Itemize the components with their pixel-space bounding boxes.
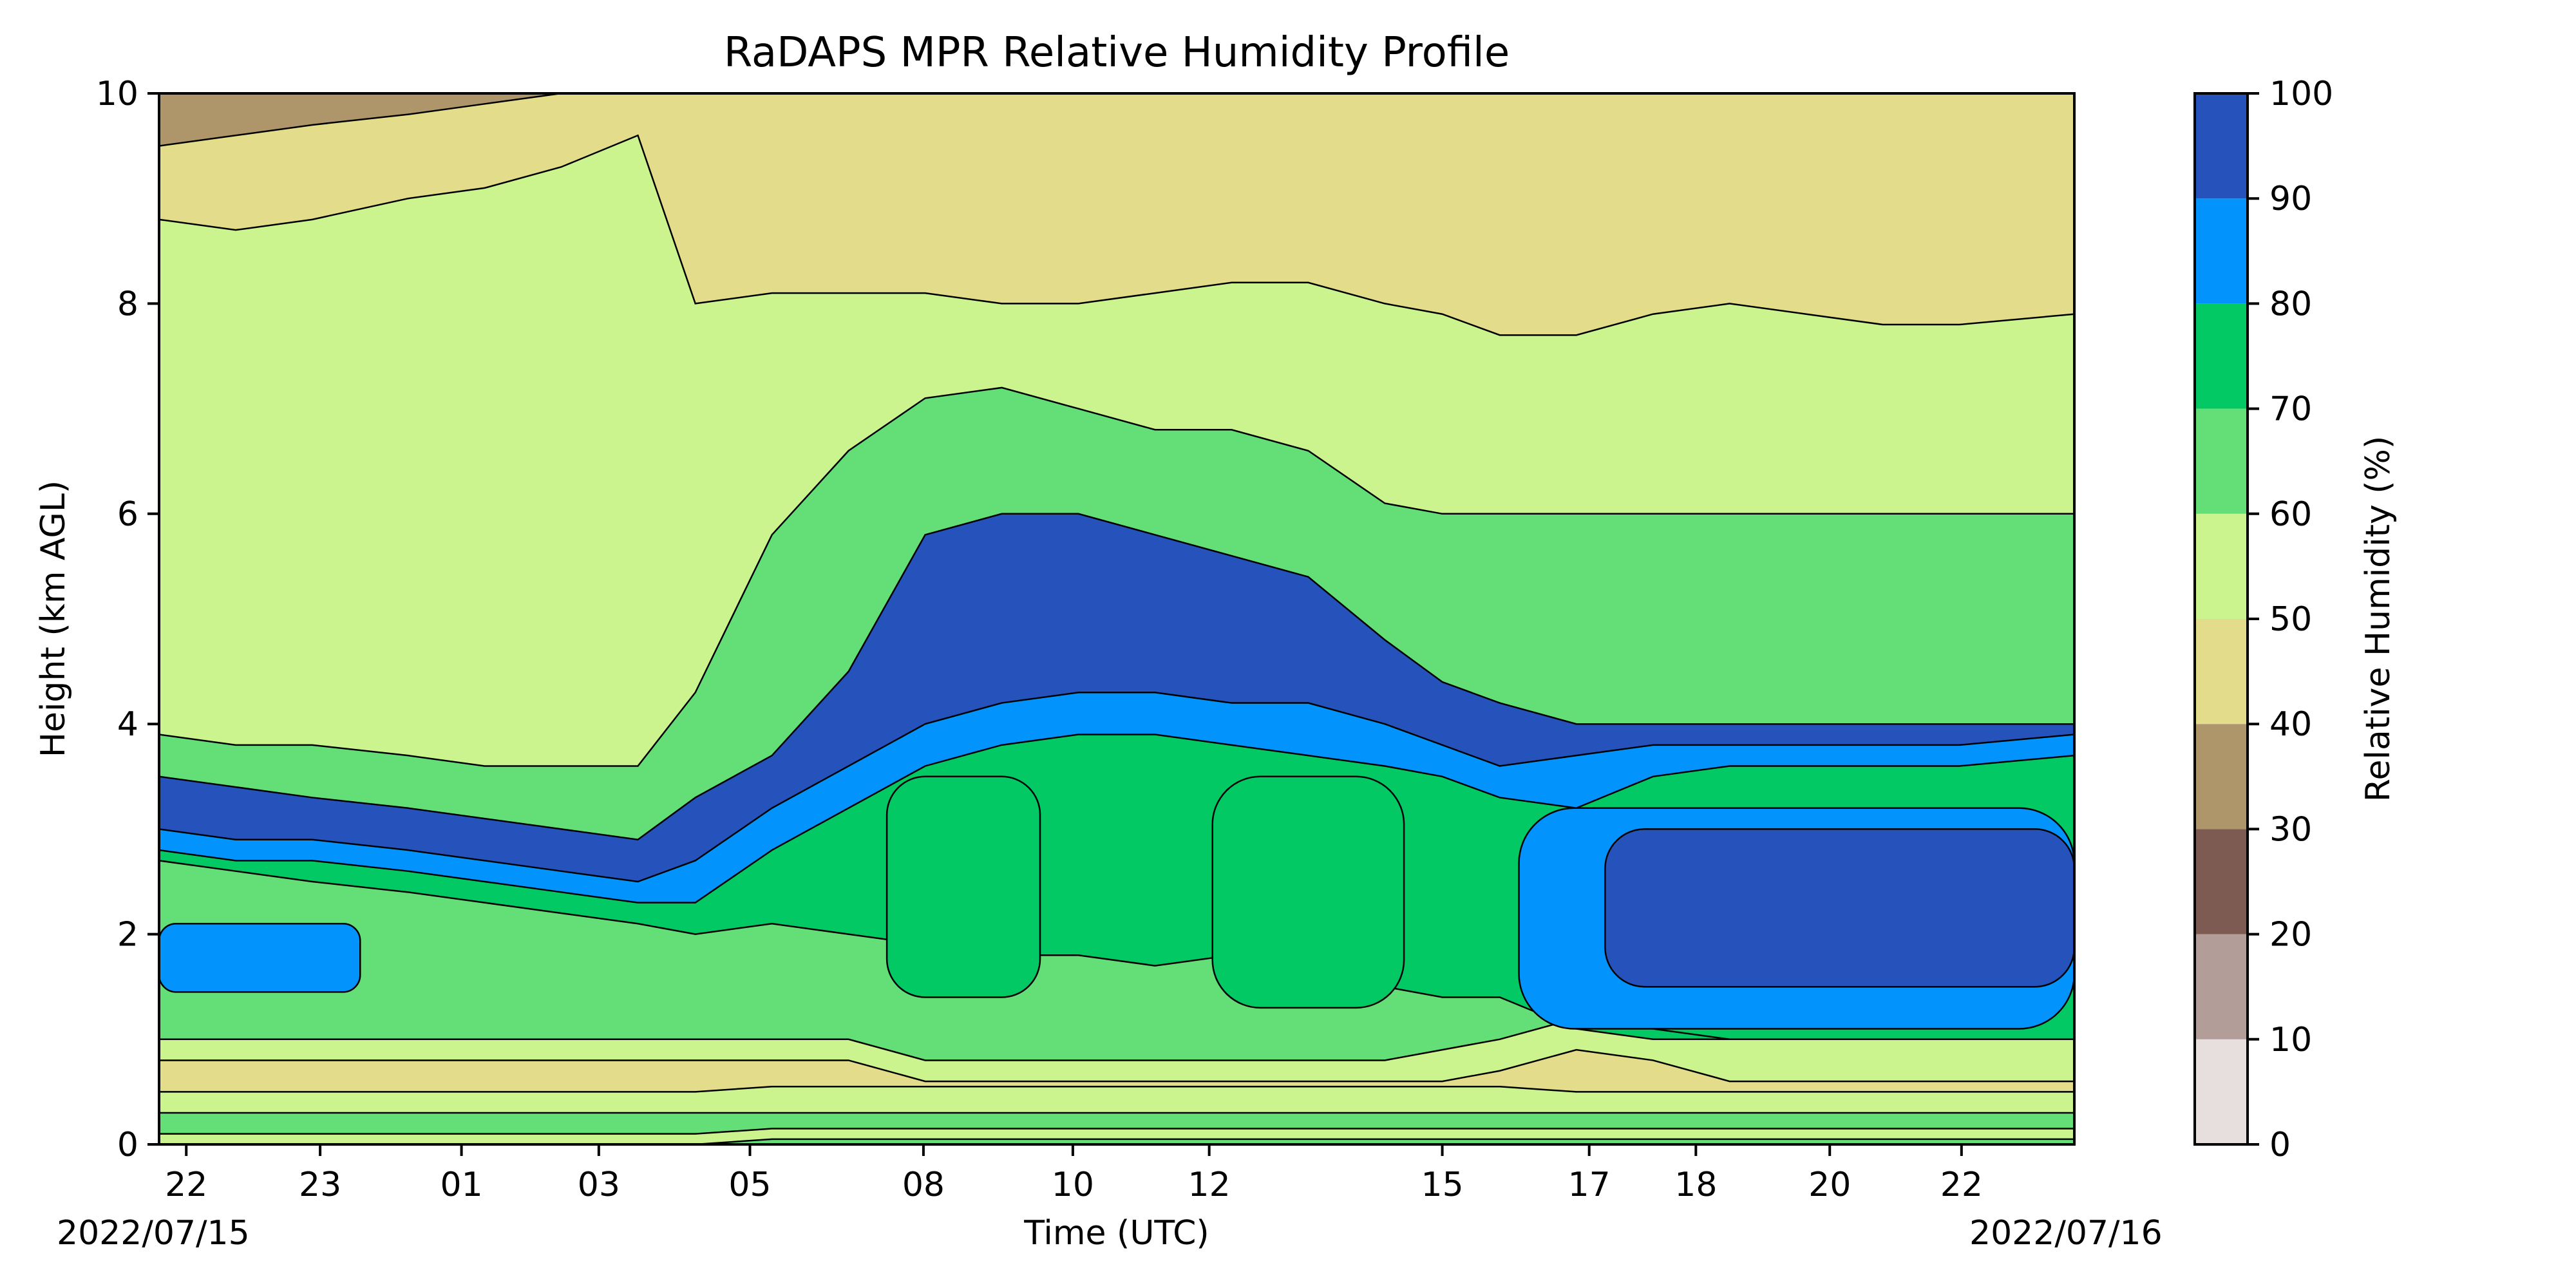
chart-title: RaDAPS MPR Relative Humidity Profile (724, 29, 1510, 77)
colorbar-swatch (2195, 303, 2248, 409)
x-tick-label: 18 (1674, 1166, 1717, 1204)
colorbar-swatch (2195, 513, 2248, 619)
y-tick-label: 6 (117, 495, 138, 534)
y-tick-label: 0 (117, 1126, 138, 1164)
colorbar-swatch (2195, 1039, 2248, 1144)
colorbar-swatch (2195, 829, 2248, 934)
colorbar-tick-label: 20 (2269, 916, 2312, 954)
x-axis: 22 23 01 03 05 08 10 12 15 17 18 20 22 (165, 1144, 1983, 1204)
colorbar-tick-label: 50 (2269, 600, 2312, 639)
x-tick-label: 08 (902, 1166, 945, 1204)
contour-line (159, 860, 2074, 1041)
contour-band (159, 1139, 2074, 1144)
plot-area (159, 93, 2074, 1144)
colorbar: 0 10 20 30 40 50 60 70 80 90 100 (2193, 75, 2333, 1164)
x-tick-label: 17 (1568, 1166, 1611, 1204)
colorbar-tick-label: 60 (2269, 495, 2312, 534)
colorbar-swatch (2195, 724, 2248, 829)
x-tick-label: 01 (440, 1166, 483, 1204)
moist-core (886, 775, 1041, 998)
contour-line (159, 734, 2074, 904)
y-tick-label: 4 (117, 705, 138, 744)
contour-line (159, 691, 2074, 883)
colorbar-tick-label: 30 (2269, 810, 2312, 849)
y-tick-label: 2 (117, 916, 138, 954)
x-tick-label: 12 (1188, 1166, 1231, 1204)
colorbar-tick-label: 40 (2269, 705, 2312, 744)
colorbar-tick-label: 100 (2269, 75, 2333, 113)
x-tick-label: 22 (1940, 1166, 1983, 1204)
moist-core (159, 923, 361, 993)
colorbar-tick-label: 70 (2269, 390, 2312, 429)
moist-core (1604, 828, 2074, 988)
contour-line (159, 1128, 2074, 1135)
colorbar-tick-label: 10 (2269, 1021, 2312, 1059)
contour-line (159, 1138, 2074, 1144)
x-tick-label: 10 (1052, 1166, 1094, 1204)
contour-band (159, 860, 2074, 1061)
contour-band (159, 93, 2074, 146)
y-tick-label: 10 (96, 75, 138, 113)
contour-line (159, 1017, 2074, 1061)
contour-line (159, 1048, 2074, 1083)
colorbar-swatch (2195, 408, 2248, 514)
contour-line (159, 386, 2074, 767)
x-tick-label: 03 (578, 1166, 620, 1204)
x-date-end: 2022/07/16 (1969, 1214, 2163, 1253)
contour-band (159, 513, 2074, 882)
x-tick-label: 23 (299, 1166, 341, 1204)
colorbar-swatch (2195, 93, 2248, 199)
colorbar-tick-label: 0 (2269, 1126, 2291, 1164)
y-axis: 0 2 4 6 8 10 (96, 75, 159, 1164)
colorbar-swatch (2195, 619, 2248, 724)
x-axis-label: Time (UTC) (1023, 1214, 1209, 1253)
colorbar-swatch (2195, 198, 2248, 304)
x-date-start: 2022/07/15 (57, 1214, 250, 1253)
contour-line (159, 513, 2074, 841)
y-tick-label: 8 (117, 285, 138, 323)
contour-band (159, 1086, 2074, 1113)
x-tick-label: 20 (1808, 1166, 1851, 1204)
plot-frame (158, 92, 2076, 1146)
contour-line (159, 1085, 2074, 1093)
moist-core (1211, 775, 1405, 1009)
x-tick-label: 15 (1421, 1166, 1463, 1204)
contour-line (159, 134, 2074, 336)
contour-band (159, 135, 2074, 766)
x-tick-label: 22 (165, 1166, 207, 1204)
colorbar-label: Relative Humidity (%) (2359, 436, 2398, 802)
x-tick-label: 05 (728, 1166, 771, 1204)
contour-band (159, 93, 2074, 336)
contour-line (159, 93, 2074, 147)
colorbar-tick-label: 90 (2269, 180, 2312, 218)
contour-band (159, 1128, 2074, 1144)
y-axis-label: Height (km AGL) (34, 480, 73, 757)
colorbar-swatch (2195, 934, 2248, 1039)
colorbar-tick-label: 80 (2269, 285, 2312, 323)
contour-band (159, 387, 2074, 840)
contour-band (159, 1018, 2074, 1082)
